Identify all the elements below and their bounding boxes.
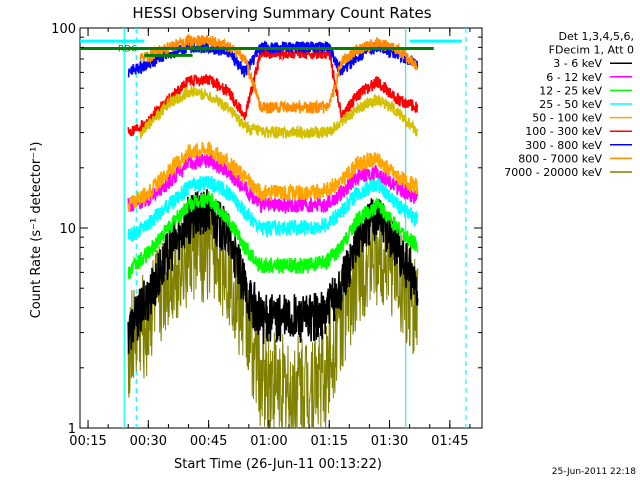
y-axis-label: Count Rate (s⁻¹ detector⁻¹) [29,142,44,319]
x-tick-label-2: 00:45 [190,434,227,449]
legend: Det 1,3,4,5,6,FDecim 1, Att 03 - 6 keV6 … [504,30,634,179]
series-line-1 [127,189,419,354]
series-line-2 [127,153,419,215]
x-axis-label: Start Time (26-Jun-11 00:13:22) [174,457,382,472]
legend-header-0: Det 1,3,4,5,6, [558,30,634,43]
timestamp: 25-Jun-2011 22:18 [552,467,636,477]
legend-label-5: 50 - 100 keV [532,112,602,125]
state-label-1: RD6 [118,44,137,54]
x-tick-label-0: 00:15 [69,434,106,449]
y-tick-label-2: 100 [51,22,76,37]
legend-label-9: 7000 - 20000 keV [504,166,602,179]
chart-title: HESSI Observing Summary Count Rates [132,4,431,22]
legend-label-8: 800 - 7000 keV [518,152,602,165]
series-line-3 [127,191,419,280]
y-tick-label-0: 1 [68,422,76,437]
y-axis: 1 10 100 [51,22,482,437]
x-axis: 00:15 00:30 00:45 01:00 01:15 01:30 01:45 [69,28,471,449]
upper-series-line-1 [127,45,419,137]
legend-label-7: 300 - 800 keV [525,139,602,152]
x-tick-label-6: 01:45 [431,434,468,449]
legend-label-3: 12 - 25 keV [539,84,602,97]
x-tick-label-3: 01:00 [250,434,287,449]
series-line-5 [127,141,419,212]
x-tick-label-1: 00:30 [130,434,167,449]
y-tick-label-1: 10 [59,222,76,237]
legend-label-2: 6 - 12 keV [546,71,602,84]
upper-series-line-4 [139,85,419,140]
upper-series-line-3 [139,33,419,115]
plot-area: RD6 RD6 [79,27,483,429]
x-tick-label-4: 01:15 [311,434,348,449]
x-tick-label-5: 01:30 [371,434,408,449]
legend-label-4: 25 - 50 keV [539,98,602,111]
legend-label-1: 3 - 6 keV [553,57,602,70]
series-line-4 [127,175,419,242]
legend-label-6: 100 - 300 keV [525,125,602,138]
state-label-2: RD6 [190,45,209,55]
legend-header-1: FDecim 1, Att 0 [549,44,634,57]
